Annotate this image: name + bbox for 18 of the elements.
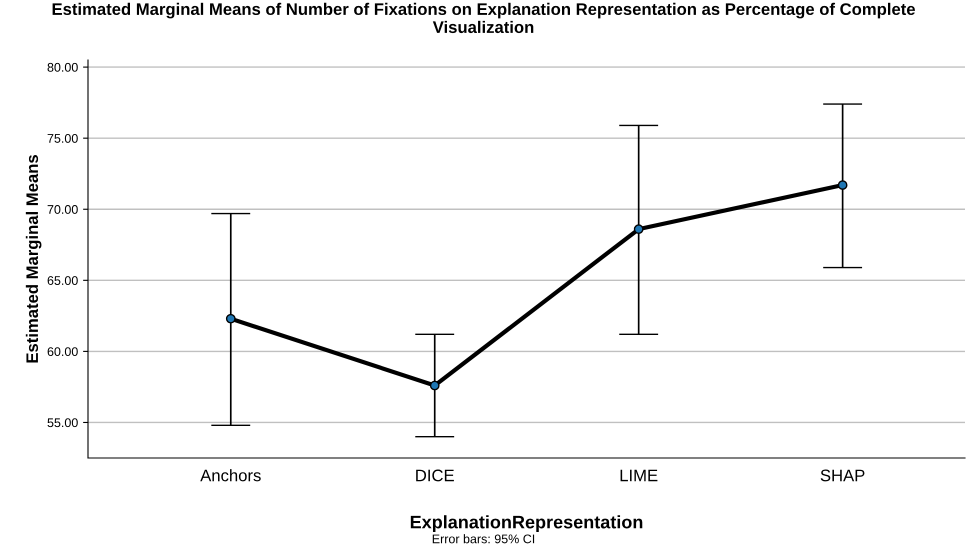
text: Error bars: 95% CI: [432, 534, 534, 544]
x-tick-label: Anchors: [200, 469, 261, 482]
x-tick-label: DICE: [416, 470, 454, 482]
y-tick-label: 75.00: [48, 134, 78, 143]
x-tick-label: LIME: [620, 470, 658, 482]
y-axis-title: Estimated Marginal Means: [26, 155, 42, 363]
y-tick-label: 80.00: [48, 62, 78, 72]
x-axis-title: ExplanationRepresentation: [410, 515, 642, 532]
chart-title: Estimated Marginal Means of Number of Fixations on Explanation Representation as Percentage of Complete Visualization: [52, 2, 915, 34]
x-tick-label: SHAP: [820, 470, 864, 482]
point: [838, 180, 848, 190]
point: [430, 380, 440, 390]
y-tick-label: 65.00: [48, 276, 78, 285]
y-tick-label: 70.00: [48, 205, 78, 214]
y-tick-label: 55.00: [48, 418, 78, 428]
point: [634, 224, 644, 234]
y-tick-label: 60.00: [48, 347, 78, 356]
point: [226, 314, 236, 324]
